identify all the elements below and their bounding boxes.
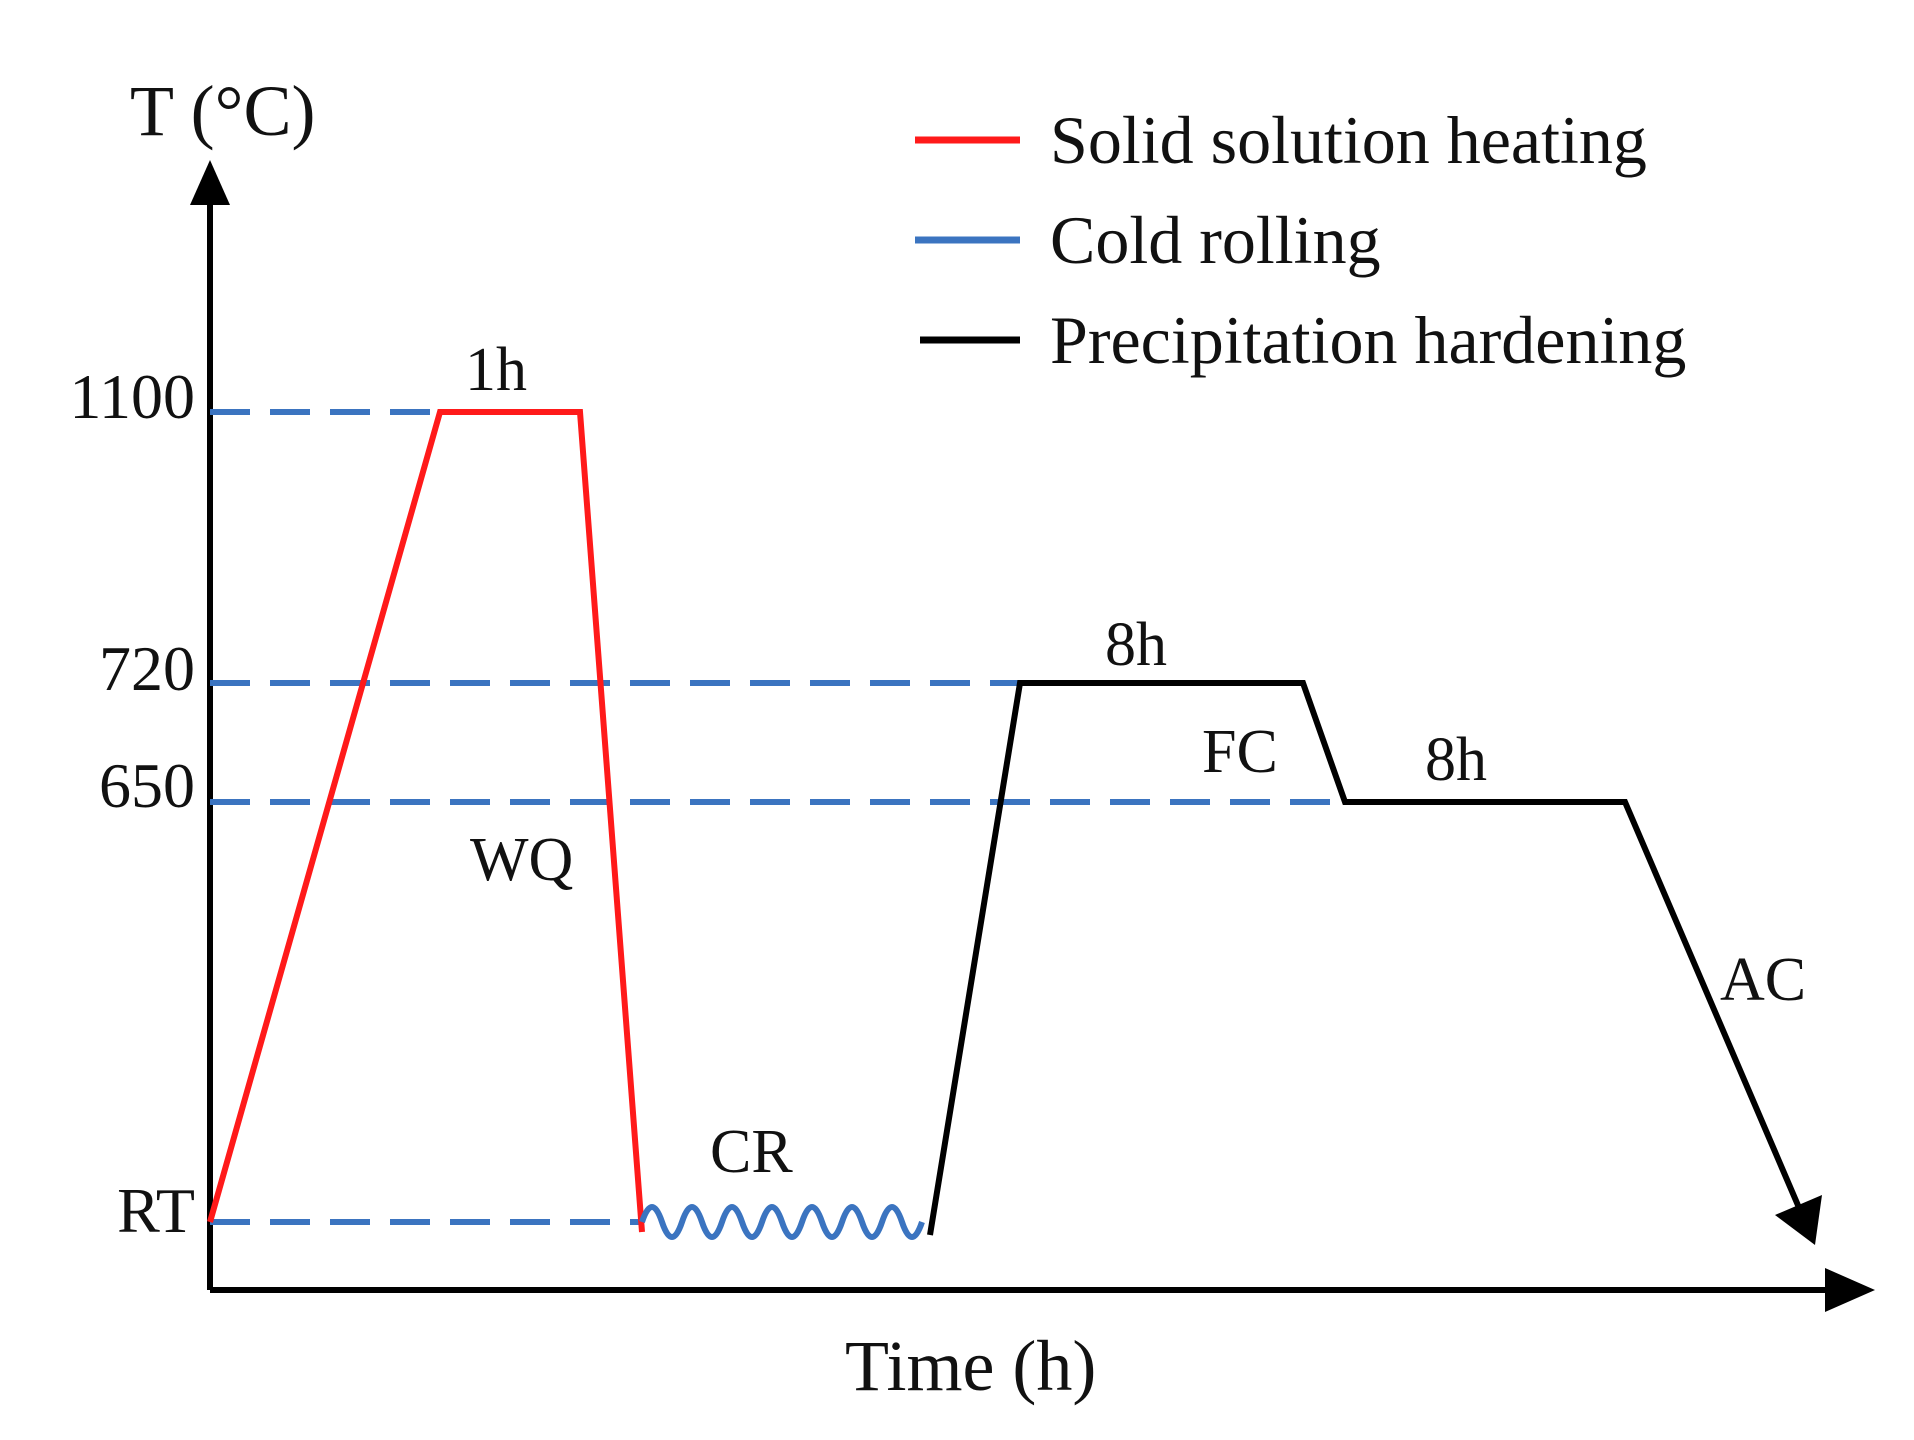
solid-solution-heating-curve bbox=[207, 409, 645, 1233]
precipitation-hardening-curve bbox=[927, 680, 1803, 1236]
x-axis-arrowhead bbox=[1825, 1268, 1875, 1312]
guide-lines bbox=[210, 409, 1345, 1225]
legend-label-hardening: Precipitation hardening bbox=[1050, 302, 1686, 378]
legend-label-heating: Solid solution heating bbox=[1050, 102, 1647, 178]
segment-label-furnace-cooling: FC bbox=[1202, 718, 1278, 786]
y-axis-arrowhead bbox=[190, 160, 230, 205]
cold-rolling-curve bbox=[639, 1204, 925, 1240]
legend-label-rolling: Cold rolling bbox=[1050, 202, 1381, 278]
segment-label-air-cooling: AC bbox=[1720, 946, 1806, 1014]
segment-label-first-aging-hold: 8h bbox=[1105, 611, 1167, 679]
tick-label-1100: 1100 bbox=[69, 361, 195, 432]
segment-label-water-quench: WQ bbox=[470, 826, 573, 894]
segment-label-second-aging-hold: 8h bbox=[1425, 726, 1487, 794]
air-cooling-arrowhead bbox=[1775, 1195, 1822, 1245]
tick-label-rt: RT bbox=[117, 1175, 195, 1246]
legend: Solid solution heating Cold rolling Prec… bbox=[915, 102, 1686, 378]
segment-label-cold-rolling: CR bbox=[710, 1118, 793, 1186]
tick-label-650: 650 bbox=[99, 750, 195, 821]
x-axis-label: Time (h) bbox=[845, 1326, 1096, 1406]
segment-label-solution-hold: 1h bbox=[465, 336, 527, 404]
y-axis-label: T (°C) bbox=[130, 71, 315, 151]
tick-label-720: 720 bbox=[99, 633, 195, 704]
